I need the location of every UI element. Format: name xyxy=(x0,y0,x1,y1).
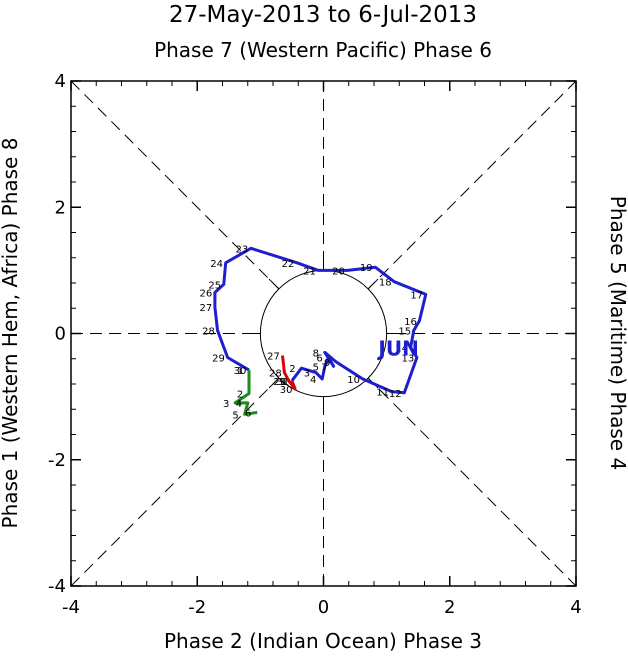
x-axis-title: Phase 2 (Indian Ocean) Phase 3 xyxy=(164,629,482,653)
day-label: 29 xyxy=(273,377,286,388)
y-axis-title-left: Phase 1 (Western Hem, Africa) Phase 8 xyxy=(0,138,22,529)
day-label: 16 xyxy=(404,317,417,328)
day-label: 28 xyxy=(202,326,215,337)
day-label: 21 xyxy=(303,266,316,277)
day-label: 15 xyxy=(398,326,411,337)
day-label: 11 xyxy=(376,388,389,399)
y-tick-label: -2 xyxy=(48,450,66,471)
day-label: 2 xyxy=(289,364,295,375)
chart-subtitle: Phase 7 (Western Pacific) Phase 6 xyxy=(154,38,492,62)
x-tick-label: -2 xyxy=(188,597,206,618)
day-label: 26 xyxy=(200,288,213,299)
chart-title: 27-May-2013 to 6-Jul-2013 xyxy=(169,2,477,28)
day-label: 6 xyxy=(245,408,251,419)
series-line-may xyxy=(281,355,297,391)
day-label: 23 xyxy=(236,244,249,255)
day-label: 10 xyxy=(347,375,360,386)
day-label: 27 xyxy=(200,303,213,314)
x-tick-label: -4 xyxy=(62,597,80,618)
day-label: 31 xyxy=(277,377,290,388)
day-label: 30 xyxy=(280,385,293,396)
y-tick-label: 4 xyxy=(55,71,66,92)
day-label: 5 xyxy=(232,410,238,421)
y-tick-label: -4 xyxy=(48,576,66,597)
day-label: 6 xyxy=(316,353,322,364)
day-label: 20 xyxy=(332,266,345,277)
x-tick-label: 2 xyxy=(444,597,455,618)
day-label: 25 xyxy=(208,280,221,291)
day-label: 14 xyxy=(395,343,408,354)
day-label: 18 xyxy=(379,278,392,289)
day-label: 5 xyxy=(313,362,319,373)
day-label: 4 xyxy=(310,375,316,386)
day-label: 1 xyxy=(280,377,286,388)
day-label: 28 xyxy=(269,369,282,380)
circle-spoke xyxy=(268,377,280,389)
day-label: 22 xyxy=(282,259,295,270)
x-tick-label: 4 xyxy=(570,597,581,618)
circle-spoke xyxy=(268,278,280,290)
day-label: 29 xyxy=(212,353,225,364)
y-tick-label: 2 xyxy=(55,197,66,218)
day-label: 24 xyxy=(210,259,223,270)
day-label: 17 xyxy=(410,290,423,301)
day-label: 13 xyxy=(402,353,415,364)
day-label: 19 xyxy=(360,263,373,274)
diagonal-line-ascending xyxy=(70,80,577,587)
y-axis-title-right: Phase 5 (Maritime) Phase 4 xyxy=(606,196,628,470)
day-label: 9 xyxy=(324,358,330,369)
plot-grid xyxy=(70,80,577,587)
day-label: 7 xyxy=(321,362,327,373)
day-label: 3 xyxy=(304,369,310,380)
y-tick-label: 0 xyxy=(55,324,66,345)
day-label: 12 xyxy=(389,389,402,400)
series-line-june xyxy=(213,246,428,395)
diagonal-line-descending xyxy=(70,80,577,587)
day-label: 3 xyxy=(223,399,229,410)
series-line-july xyxy=(233,370,258,416)
day-label: 8 xyxy=(313,348,319,359)
day-label: 27 xyxy=(267,352,280,363)
day-label: 30 xyxy=(234,366,247,377)
month-label: JUN xyxy=(376,336,418,360)
day-label: 4 xyxy=(236,399,242,410)
circle-spoke xyxy=(367,278,379,290)
day-label: 2 xyxy=(237,389,243,400)
day-label: 1 xyxy=(237,366,243,377)
x-tick-label: 0 xyxy=(318,597,329,618)
